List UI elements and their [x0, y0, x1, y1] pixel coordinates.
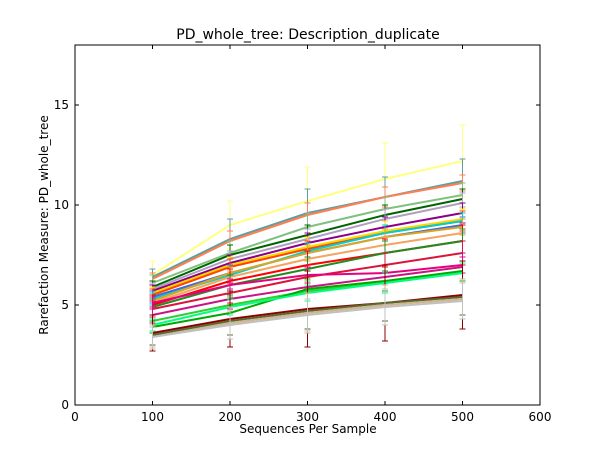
x-tick-label: 500 — [451, 410, 474, 424]
y-axis-label: Rarefaction Measure: PD_whole_tree — [37, 115, 51, 334]
x-tick-label: 300 — [296, 410, 319, 424]
x-axis-label: Sequences Per Sample — [239, 422, 376, 436]
y-tick-label: 15 — [54, 98, 69, 112]
x-tick-label: 100 — [141, 410, 164, 424]
x-tick-label: 600 — [529, 410, 552, 424]
x-tick-label: 200 — [219, 410, 242, 424]
y-tick-label: 0 — [61, 398, 69, 412]
y-tick-label: 5 — [61, 298, 69, 312]
series-25 — [149, 282, 466, 348]
series-line — [152, 300, 463, 338]
x-tick-label: 0 — [71, 410, 79, 424]
chart-title: PD_whole_tree: Description_duplicate — [176, 27, 439, 43]
x-tick-label: 400 — [374, 410, 397, 424]
y-tick-label: 10 — [54, 198, 69, 212]
